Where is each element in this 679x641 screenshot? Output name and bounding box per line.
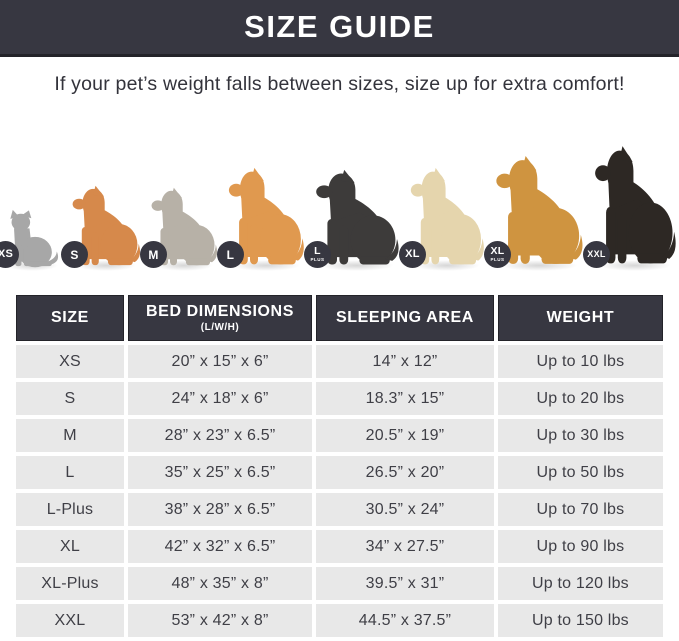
- weight-cell: Up to 50 lbs: [497, 456, 663, 489]
- table-row-l: L 35” x 25” x 6.5” 26.5” x 20” Up to 50 lbs: [16, 456, 663, 489]
- bed-dimensions-cell: 24” x 18” x 6”: [127, 382, 313, 415]
- table-row-xxl: XXL 53” x 42” x 8” 44.5” x 37.5” Up to 150 …: [16, 604, 663, 637]
- pet-size-lineup: XS S M L L PLUS XL XL PLUS: [0, 104, 676, 271]
- sleeping-area-cell: 14” x 12”: [316, 345, 494, 378]
- sleeping-area-cell: 30.5” x 24”: [316, 493, 494, 526]
- size-cell: L: [16, 456, 124, 489]
- title-banner: SIZE GUIDE: [0, 0, 679, 58]
- size-badge-label: XXL: [587, 249, 606, 259]
- size-badge-sublabel: PLUS: [490, 257, 505, 263]
- size-cell: XXL: [16, 604, 124, 637]
- column-header-label: WEIGHT: [546, 308, 615, 326]
- pet-shadow: [154, 260, 214, 271]
- size-cell: L-Plus: [16, 493, 124, 526]
- pet-figure-xl: XL: [399, 167, 486, 271]
- table-row-xl-plus: XL-Plus 48” x 35” x 8” 39.5” x 31” Up to 12…: [16, 567, 663, 600]
- column-header-label: BED DIMENSIONS: [146, 302, 294, 320]
- table-row-s: S 24” x 18” x 6” 18.3” x 15” Up to 20 lbs: [16, 382, 663, 415]
- weight-cell: Up to 120 lbs: [497, 567, 663, 600]
- sleeping-area-cell: 26.5” x 20”: [316, 456, 494, 489]
- column-header-weight: WEIGHT: [497, 295, 663, 341]
- weight-cell: Up to 150 lbs: [497, 604, 663, 637]
- pet-figure-l: L: [217, 167, 306, 271]
- bed-dimensions-cell: 35” x 25” x 6.5”: [127, 456, 313, 489]
- column-header-label: SLEEPING AREA: [336, 308, 474, 326]
- weight-cell: Up to 90 lbs: [497, 530, 663, 563]
- pet-shadow: [500, 260, 578, 271]
- pet-figure-xl-plus: XL PLUS: [484, 155, 585, 271]
- pet-figure-xxl: XXL: [583, 145, 678, 271]
- bed-dimensions-cell: 53” x 42” x 8”: [127, 604, 313, 637]
- weight-cell: Up to 70 lbs: [497, 493, 663, 526]
- size-badge-sublabel: PLUS: [310, 257, 325, 263]
- size-badge-label: L: [314, 245, 321, 258]
- size-badge-l-plus: L PLUS: [304, 241, 331, 268]
- pet-figure-m: M: [140, 187, 219, 271]
- size-badge-label: XS: [0, 248, 14, 260]
- size-badge-label: XL: [490, 245, 505, 258]
- column-header-label: SIZE: [50, 308, 89, 326]
- table-row-l-plus: L-Plus 38” x 28” x 6.5” 30.5” x 24” Up to 7…: [16, 493, 663, 526]
- size-badge-label: M: [148, 247, 159, 262]
- subtitle-text: If your pet’s weight falls between sizes…: [54, 73, 625, 96]
- column-header-sublabel: (L/W/H): [200, 321, 240, 333]
- bed-dimensions-cell: 28” x 23” x 6.5”: [127, 419, 313, 452]
- weight-cell: Up to 20 lbs: [497, 382, 663, 415]
- sleeping-area-cell: 18.3” x 15”: [316, 382, 494, 415]
- pet-figure-s: S: [61, 185, 142, 271]
- table-body: XS 20” x 15” x 6” 14” x 12” Up to 10 lbs S 24…: [16, 345, 663, 637]
- column-header-sleeping-area: SLEEPING AREA: [316, 295, 494, 341]
- pet-shadow: [598, 260, 672, 271]
- size-cell: M: [16, 419, 124, 452]
- size-badge-label: XL: [405, 248, 420, 260]
- size-badge-label: S: [70, 247, 79, 262]
- size-cell: XL: [16, 530, 124, 563]
- border-collie-silhouette-icon: [316, 169, 399, 265]
- size-badge-s: S: [61, 241, 88, 268]
- bed-dimensions-cell: 42” x 32” x 6.5”: [127, 530, 313, 563]
- column-header-bed-dimensions: BED DIMENSIONS (L/W/H): [127, 295, 313, 341]
- size-badge-m: M: [140, 241, 167, 268]
- size-badge-xxl: XXL: [583, 241, 610, 268]
- table-header-row: SIZE BED DIMENSIONS (L/W/H) SLEEPING AREA WE…: [16, 295, 663, 341]
- pet-figure-l-plus: L PLUS: [304, 169, 401, 271]
- bed-dimensions-cell: 38” x 28” x 6.5”: [127, 493, 313, 526]
- bed-dimensions-cell: 48” x 35” x 8”: [127, 567, 313, 600]
- pet-shadow: [414, 260, 480, 271]
- page-title: SIZE GUIDE: [244, 9, 435, 44]
- size-badge-xl: XL: [399, 241, 426, 268]
- size-badge-xl-plus: XL PLUS: [484, 241, 511, 268]
- weight-cell: Up to 10 lbs: [497, 345, 663, 378]
- sleeping-area-cell: 44.5” x 37.5”: [316, 604, 494, 637]
- size-cell: XL-Plus: [16, 567, 124, 600]
- size-badge-label: L: [226, 247, 235, 262]
- size-cell: XS: [16, 345, 124, 378]
- sleeping-area-cell: 20.5” x 19”: [316, 419, 494, 452]
- weight-cell: Up to 30 lbs: [497, 419, 663, 452]
- bed-dimensions-cell: 20” x 15” x 6”: [127, 345, 313, 378]
- sleeping-area-cell: 39.5” x 31”: [316, 567, 494, 600]
- size-cell: S: [16, 382, 124, 415]
- labrador-silhouette-icon: [410, 167, 484, 265]
- table-row-xs: XS 20” x 15” x 6” 14” x 12” Up to 10 lbs: [16, 345, 663, 378]
- golden-retriever-silhouette-icon: [496, 156, 583, 264]
- doberman-silhouette-icon: [595, 146, 676, 264]
- shiba-inu-silhouette-icon: [228, 167, 304, 265]
- size-badge-l: L: [217, 241, 244, 268]
- pet-figure-xs: XS: [0, 207, 63, 271]
- table-row-m: M 28” x 23” x 6.5” 20.5” x 19” Up to 30 lbs: [16, 419, 663, 452]
- pet-shadow: [75, 260, 137, 271]
- size-badge-xs: XS: [0, 241, 19, 268]
- pet-shadow: [232, 260, 300, 271]
- size-table: SIZE BED DIMENSIONS (L/W/H) SLEEPING AREA WE…: [12, 291, 667, 641]
- column-header-size: SIZE: [16, 295, 124, 341]
- pet-shadow: [320, 260, 394, 271]
- table-row-xl: XL 42” x 32” x 6.5” 34” x 27.5” Up to 90 lb…: [16, 530, 663, 563]
- sleeping-area-cell: 34” x 27.5”: [316, 530, 494, 563]
